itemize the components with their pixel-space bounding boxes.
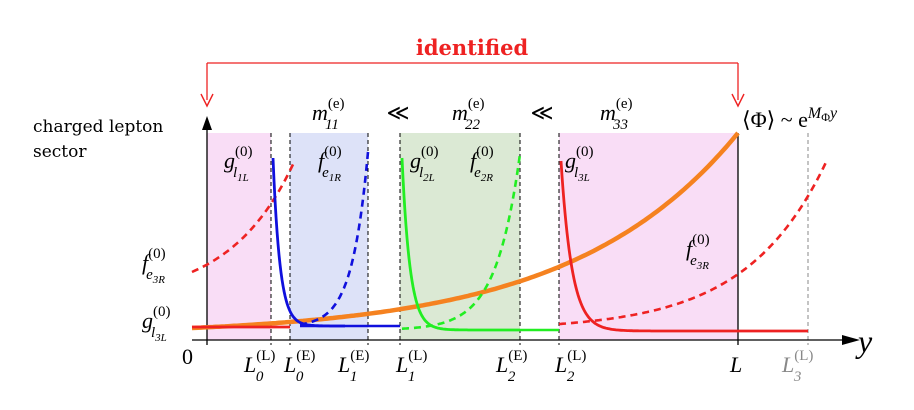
tick-label-0: L(L) 0 xyxy=(243,348,275,385)
label-f-e1R: f(0) e1R xyxy=(318,144,342,184)
ll-symbol-2: ≪ xyxy=(530,101,553,126)
tick-label-4: L(E) 2 xyxy=(495,348,527,385)
tick-labels: L(L) 0 L(E) 0 L(E) 1 L(L) 1 L(E) 2 L(L) 2 L(L) 3 xyxy=(243,348,813,385)
mass-label-33: m(e) 33 xyxy=(600,96,633,133)
tick-label-6: L(L) 3 xyxy=(781,348,813,385)
identified-label: identified xyxy=(416,35,529,60)
vertical-axis-arrow xyxy=(202,116,212,130)
axis-y-label: y xyxy=(855,323,873,359)
label-g-l1L: g(0) l1L xyxy=(224,144,253,184)
vev-label: ⟨Φ⟩ ~ eMΦy xyxy=(742,105,838,132)
vev-profile-curve xyxy=(191,131,740,331)
identified-arrow-left xyxy=(200,93,214,108)
label-g-l3L: g(0) l3L xyxy=(565,144,594,184)
tick-label-1: L(E) 0 xyxy=(283,348,315,385)
pink-region-1 xyxy=(207,133,271,340)
label-f-e3R-right: f(0) e3R xyxy=(686,232,710,272)
f-e1R-curve xyxy=(299,151,370,326)
f-e2R-curve xyxy=(402,153,522,330)
label-g-l2L: g(0) l2L xyxy=(410,144,439,184)
tick-label-3: L(L) 1 xyxy=(395,348,427,385)
label-g-l3L-left: g(0) l3L xyxy=(142,304,171,344)
mass-label-22: m(e) 22 xyxy=(452,96,485,133)
label-f-e3R-left: f(0) e3R xyxy=(142,246,166,286)
ll-symbol-1: ≪ xyxy=(386,101,409,126)
g-l3L-curve xyxy=(559,160,808,333)
label-f-e2R: f(0) e2R xyxy=(470,144,494,184)
axis-origin-label: 0 xyxy=(182,344,193,369)
mass-hierarchy: m(e) 11 m(e) 22 m(e) 33 xyxy=(312,96,633,133)
identified-arrow-right xyxy=(731,93,745,108)
axis-L-label: L xyxy=(729,352,742,377)
mass-label-11: m(e) 11 xyxy=(312,96,345,133)
g-l2L-curve xyxy=(400,157,520,332)
f-e3R-right-curve xyxy=(558,159,829,326)
horizontal-axis-arrow xyxy=(842,335,860,345)
tick-label-2: L(E) 1 xyxy=(337,348,369,385)
blue-region xyxy=(290,133,368,340)
f-e3R-left-curve xyxy=(191,161,296,274)
sector-label-line1: charged lepton xyxy=(33,117,163,137)
tick-label-5: L(L) 2 xyxy=(554,348,586,385)
curve-labels: g(0) l1L f(0) e1R g(0) l2L f(0) e2R g(0) l3L f(0) e… xyxy=(142,144,710,344)
sector-label-line2: sector xyxy=(33,142,87,162)
